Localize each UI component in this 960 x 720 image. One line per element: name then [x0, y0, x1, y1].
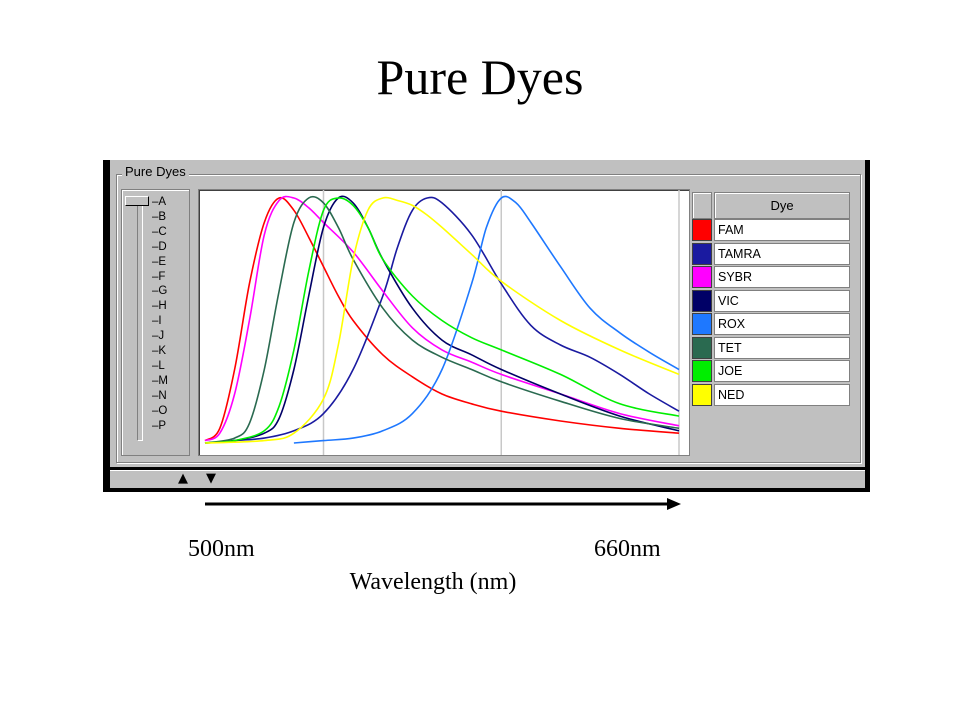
triangle-up-icon[interactable]: ▲	[178, 471, 188, 486]
axis-end-label: 660nm	[594, 536, 661, 562]
slider-tick-label: –C	[152, 225, 167, 238]
wavelength-arrow-head	[667, 498, 681, 510]
spectra-svg	[204, 190, 680, 455]
triangle-down-icon[interactable]: ▼	[206, 471, 216, 486]
pure-dyes-window: Pure Dyes –A –B –C –D –E –F –G –H –I –J –K –L –M –N –O…	[103, 160, 870, 492]
legend-swatch	[692, 336, 712, 359]
slider-tick-label: –I	[152, 315, 162, 328]
slider-tick-label: –J	[152, 330, 165, 343]
axis-title: Wavelength (nm)	[349, 569, 517, 595]
bottom-toolbar: ▲ ▼	[110, 470, 865, 488]
series-line-sybr	[204, 195, 680, 442]
series-line-joe	[204, 197, 680, 444]
slider-thumb[interactable]	[125, 196, 149, 206]
legend-row[interactable]: FAM	[692, 219, 852, 243]
slider-tick-label: –H	[152, 300, 167, 313]
legend-swatch	[692, 313, 712, 335]
legend-label: SYBR	[714, 266, 850, 288]
slider-tick-label: –E	[152, 255, 167, 268]
legend-row[interactable]: NED	[692, 383, 852, 408]
slider-track[interactable]	[137, 204, 143, 441]
slider-tick-label: –F	[152, 270, 166, 283]
legend-swatch	[692, 242, 712, 265]
axis-start-label: 500nm	[188, 536, 255, 562]
legend-swatch	[692, 289, 712, 312]
slider-tick-label: –A	[152, 196, 167, 208]
legend-row[interactable]: SYBR	[692, 266, 852, 290]
legend-swatch	[692, 360, 712, 382]
series-line-fam	[204, 196, 680, 442]
wavelength-arrow	[205, 498, 681, 510]
series-line-rox	[293, 195, 680, 444]
legend-label: TAMRA	[714, 242, 850, 265]
legend-row[interactable]: VIC	[692, 289, 852, 314]
series-line-ned	[204, 196, 680, 444]
group-frame	[116, 174, 861, 463]
legend-corner-cell	[692, 192, 712, 219]
legend-label: NED	[714, 383, 850, 406]
slider-tick-label: –M	[152, 374, 168, 387]
spectra-plot	[198, 189, 690, 456]
legend-row[interactable]: TAMRA	[692, 242, 852, 267]
slider-tick-label: –L	[152, 359, 165, 372]
series-line-vic	[204, 195, 680, 444]
legend-label: VIC	[714, 289, 850, 312]
dye-legend-table: Dye FAM TAMRA SYBR VIC ROX TET JOE NED	[692, 192, 852, 407]
slider-tick-label: –O	[152, 404, 168, 417]
slider-tick-label: –P	[152, 419, 167, 432]
legend-label: FAM	[714, 219, 850, 241]
group-label: Pure Dyes	[122, 164, 189, 180]
slider-tick-label: –N	[152, 389, 167, 402]
legend-label: ROX	[714, 313, 850, 335]
pure-dyes-group: Pure Dyes –A –B –C –D –E –F –G –H –I –J –K –L –M –N –O…	[110, 160, 865, 467]
slider-tick-label: –G	[152, 285, 168, 298]
series-line-tamra	[204, 196, 680, 444]
legend-swatch	[692, 219, 712, 241]
legend-header: Dye	[692, 192, 852, 219]
legend-swatch	[692, 383, 712, 406]
legend-row[interactable]: JOE	[692, 360, 852, 384]
legend-rows: FAM TAMRA SYBR VIC ROX TET JOE NED	[692, 219, 852, 407]
legend-label: JOE	[714, 360, 850, 382]
legend-swatch	[692, 266, 712, 288]
slider-tick-label: –K	[152, 345, 167, 357]
slider-tick-label: –D	[152, 240, 167, 253]
series-line-tet	[204, 195, 680, 444]
legend-row[interactable]: ROX	[692, 313, 852, 337]
legend-column-header[interactable]: Dye	[714, 192, 850, 219]
legend-row[interactable]: TET	[692, 336, 852, 361]
legend-label: TET	[714, 336, 850, 359]
well-slider[interactable]: –A –B –C –D –E –F –G –H –I –J –K –L –M –N –O –P	[121, 189, 190, 456]
slide-title: Pure Dyes	[376, 49, 584, 105]
slider-tick-label: –B	[152, 210, 167, 223]
